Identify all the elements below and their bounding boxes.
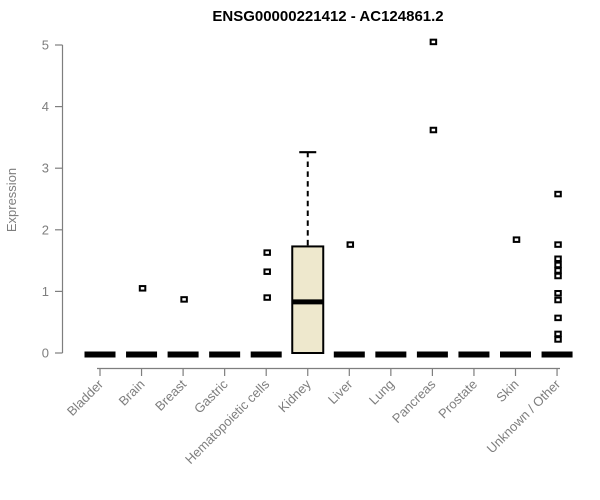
x-axis-category-label: Kidney [275, 376, 314, 415]
outlier-point [554, 314, 562, 322]
outlier-point [138, 285, 147, 292]
x-axis-category-label: Pancreas [389, 376, 439, 426]
x-axis-category-label: Breast [152, 376, 189, 413]
y-axis-tick-label: 1 [42, 284, 49, 299]
boxplot-flat-box [84, 351, 116, 358]
chart-title: ENSG00000221412 - AC124861.2 [212, 8, 444, 25]
y-axis-tick-label: 5 [42, 38, 49, 53]
boxplot-flat-box [126, 351, 158, 358]
x-axis-category-label: Prostate [435, 377, 480, 422]
outlier-point [554, 296, 562, 304]
outlier-point [554, 255, 562, 263]
x-axis-category-label: Gastric [191, 376, 231, 416]
boxplot-flat-box [167, 351, 199, 358]
outlier-point [429, 38, 438, 46]
boxplot-flat-box [458, 351, 490, 358]
x-axis-category-label: Skin [493, 377, 521, 405]
outlier-point [554, 330, 562, 338]
outlier-point [554, 267, 562, 274]
y-axis-tick-label: 3 [42, 161, 49, 176]
x-axis-category-label: Unknown / Other [484, 376, 564, 456]
boxplot-flat-box [375, 351, 407, 358]
x-axis-category-label: Brain [116, 377, 148, 409]
y-axis-tick-label: 2 [42, 222, 49, 237]
y-axis-tick-label: 0 [42, 346, 49, 361]
outlier-point [554, 289, 562, 297]
y-axis-label: Expression [4, 168, 19, 232]
outlier-point [263, 268, 271, 275]
outlier-point [512, 236, 521, 243]
outlier-point [263, 294, 271, 301]
outlier-point [554, 261, 562, 269]
boxplot-flat-box [541, 351, 573, 358]
boxplot-flat-box [500, 351, 531, 358]
y-axis-tick-label: 4 [42, 99, 49, 114]
outlier-point [346, 241, 355, 248]
boxplot-flat-box [333, 351, 365, 358]
x-axis-category-label: Bladder [64, 376, 107, 419]
outlier-point [554, 272, 562, 280]
outlier-point [429, 126, 438, 134]
boxplot-flat-box [250, 351, 282, 358]
outlier-point [554, 241, 562, 248]
boxplot-flat-box [209, 351, 241, 358]
x-axis-category-label: Liver [325, 376, 356, 407]
boxplot-flat-box [416, 351, 448, 358]
outlier-point [263, 249, 271, 256]
outlier-point [554, 190, 562, 198]
outlier-point [180, 296, 188, 303]
x-axis-category-label: Lung [366, 377, 397, 408]
outlier-point [554, 336, 562, 343]
